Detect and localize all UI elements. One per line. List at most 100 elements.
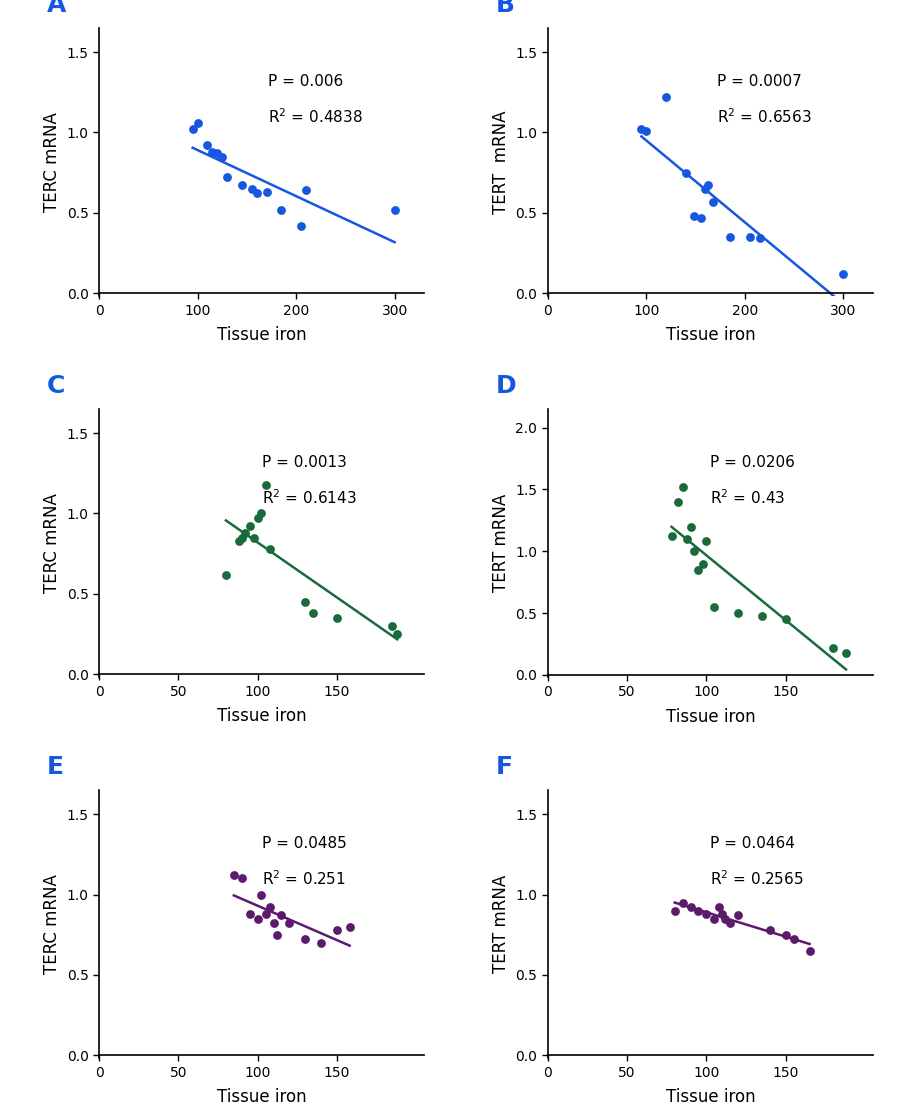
Text: R$^2$ = 0.4838: R$^2$ = 0.4838: [268, 108, 363, 125]
Point: [699, 532, 714, 550]
Point: [235, 869, 249, 887]
Point: [250, 909, 265, 927]
Point: [693, 208, 707, 226]
Point: [731, 906, 745, 924]
Point: [298, 592, 312, 610]
Point: [274, 906, 289, 924]
Point: [329, 609, 344, 627]
Point: [248, 529, 262, 547]
Text: R$^2$ = 0.251: R$^2$ = 0.251: [262, 869, 346, 888]
Point: [683, 517, 698, 535]
Point: [787, 931, 801, 949]
Point: [250, 510, 265, 528]
Point: [683, 898, 698, 916]
Point: [707, 909, 722, 927]
Y-axis label: TERC mRNA: TERC mRNA: [43, 112, 61, 212]
Point: [258, 905, 273, 923]
Point: [634, 120, 649, 138]
Point: [687, 207, 701, 225]
Point: [836, 264, 850, 282]
Point: [696, 554, 710, 572]
Point: [675, 894, 689, 912]
Point: [839, 644, 853, 662]
X-axis label: Tissue iron: Tissue iron: [217, 707, 306, 725]
Point: [314, 934, 328, 952]
Point: [238, 524, 252, 542]
Point: [215, 148, 230, 166]
Point: [680, 530, 695, 548]
Point: [293, 216, 308, 234]
Text: P = 0.0013: P = 0.0013: [262, 455, 346, 470]
X-axis label: Tissue iron: Tissue iron: [217, 1088, 306, 1105]
Point: [675, 478, 689, 496]
Point: [639, 122, 653, 140]
Point: [258, 476, 273, 494]
Point: [742, 228, 757, 246]
Point: [691, 561, 706, 579]
Text: E: E: [47, 755, 64, 780]
Point: [219, 566, 233, 584]
Point: [707, 598, 722, 616]
Point: [387, 200, 401, 218]
Point: [762, 921, 777, 939]
Point: [659, 88, 673, 106]
Point: [664, 528, 679, 545]
Point: [266, 914, 281, 932]
Point: [231, 532, 246, 550]
Point: [778, 610, 793, 628]
Text: R$^2$ = 0.6563: R$^2$ = 0.6563: [717, 108, 812, 125]
Point: [235, 529, 249, 547]
X-axis label: Tissue iron: Tissue iron: [217, 326, 306, 344]
Point: [723, 914, 737, 932]
Point: [668, 902, 682, 920]
Y-axis label: TERT  mRNA: TERT mRNA: [491, 111, 509, 214]
Point: [269, 926, 284, 944]
Y-axis label: TERT mRNA: TERT mRNA: [491, 875, 509, 973]
Y-axis label: TERT mRNA: TERT mRNA: [491, 494, 509, 592]
Point: [185, 120, 200, 138]
Text: C: C: [47, 374, 66, 399]
Point: [306, 604, 320, 622]
Point: [205, 142, 220, 160]
Point: [687, 542, 701, 560]
Point: [723, 228, 737, 246]
Point: [227, 866, 241, 884]
Point: [249, 185, 264, 203]
Point: [385, 617, 400, 635]
Point: [299, 181, 313, 199]
Point: [390, 625, 404, 643]
X-axis label: Tissue iron: Tissue iron: [666, 708, 755, 726]
Point: [755, 607, 770, 625]
Point: [670, 493, 685, 511]
Text: R$^2$ = 0.2565: R$^2$ = 0.2565: [710, 869, 804, 888]
Point: [190, 114, 204, 132]
X-axis label: Tissue iron: Tissue iron: [666, 326, 755, 344]
Point: [220, 168, 234, 186]
Point: [274, 200, 289, 218]
Point: [712, 898, 726, 916]
Point: [802, 942, 816, 960]
Point: [242, 517, 256, 535]
Point: [245, 179, 259, 197]
Text: R$^2$ = 0.43: R$^2$ = 0.43: [710, 488, 786, 507]
Point: [242, 905, 256, 923]
Text: B: B: [496, 0, 515, 17]
Point: [718, 909, 733, 927]
Point: [263, 898, 277, 916]
Point: [706, 193, 721, 211]
Point: [699, 905, 714, 923]
Point: [679, 164, 693, 181]
Text: P = 0.0206: P = 0.0206: [710, 455, 796, 470]
Point: [752, 230, 767, 248]
X-axis label: Tissue iron: Tissue iron: [666, 1088, 755, 1105]
Y-axis label: TERC mRNA: TERC mRNA: [43, 493, 61, 594]
Text: P = 0.0485: P = 0.0485: [262, 837, 346, 851]
Point: [342, 917, 356, 935]
Point: [826, 638, 841, 656]
Text: A: A: [47, 0, 67, 17]
Text: P = 0.006: P = 0.006: [268, 74, 344, 90]
Text: F: F: [496, 755, 513, 780]
Point: [254, 504, 268, 522]
Text: P = 0.0007: P = 0.0007: [717, 74, 802, 90]
Y-axis label: TERC mRNA: TERC mRNA: [43, 875, 61, 974]
